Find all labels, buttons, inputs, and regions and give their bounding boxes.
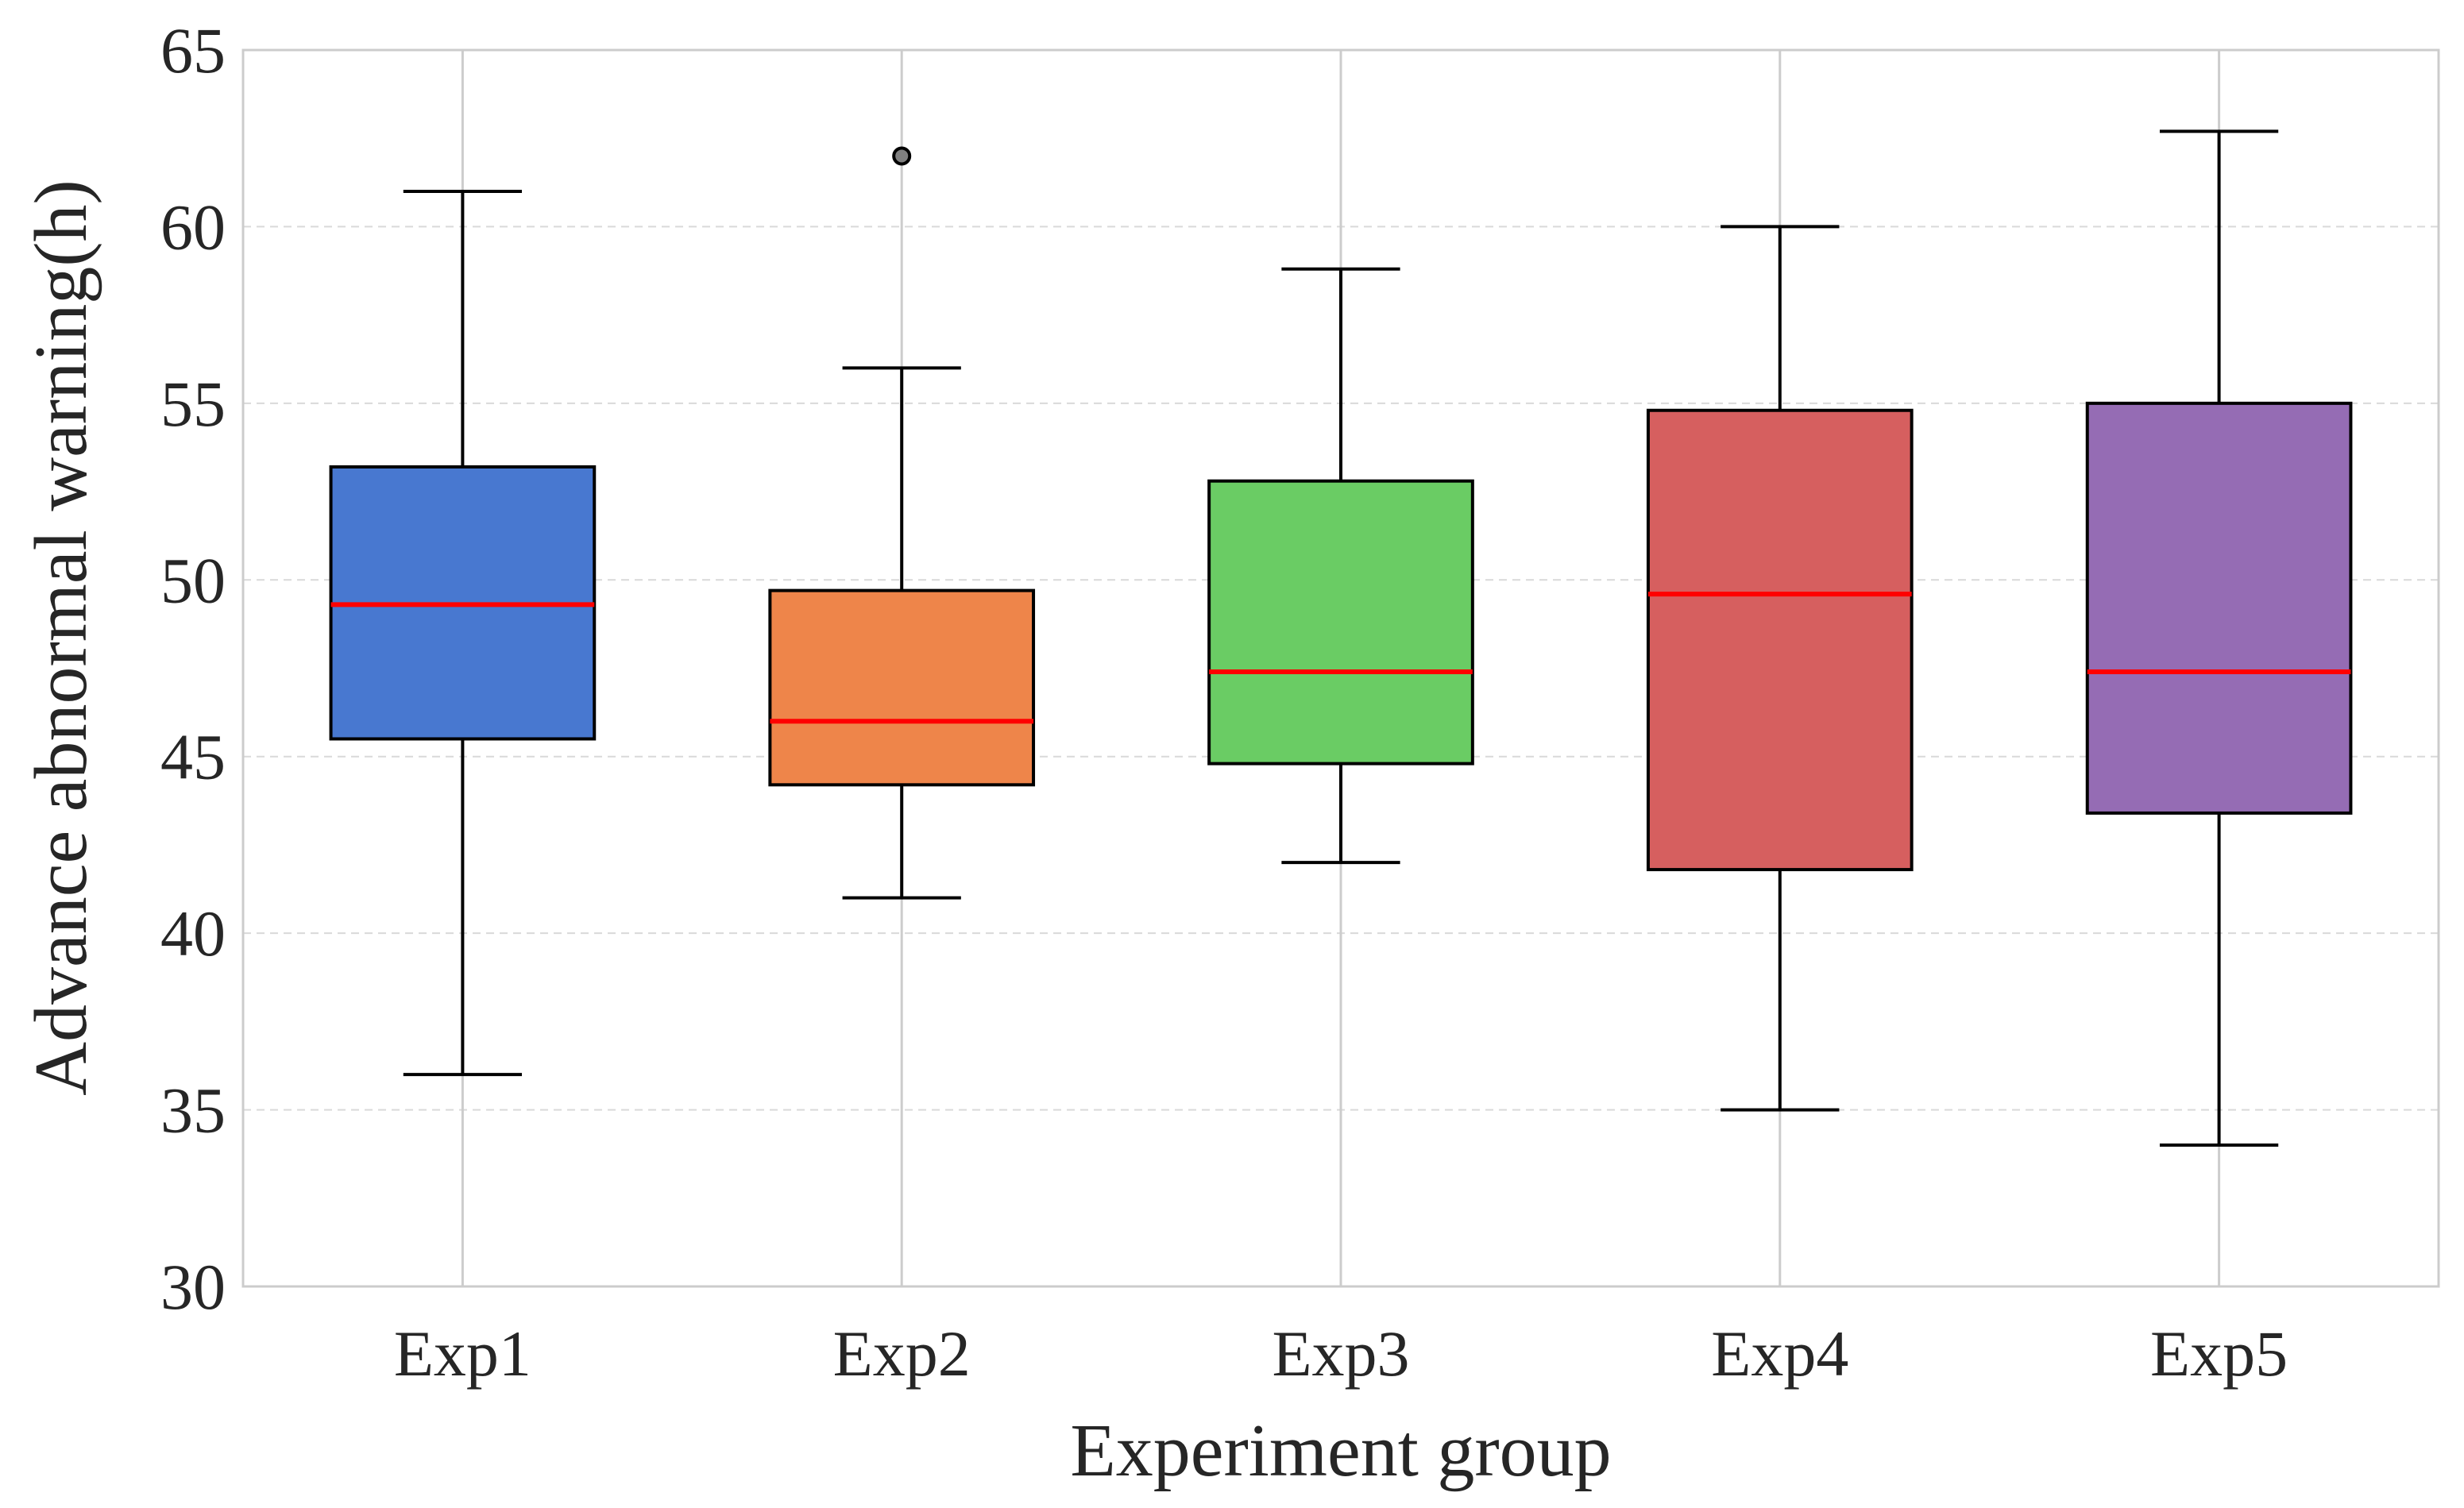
box-exp2 [768,146,1036,900]
iqr-box [2085,401,2353,815]
x-tick-label: Exp3 [1272,1317,1409,1390]
box-exp1 [329,189,597,1077]
iqr-box [768,588,1036,787]
x-tick-label: Exp2 [833,1317,971,1390]
y-tick-label: 50 [160,544,226,616]
box-exp5 [2085,129,2353,1147]
y-tick-label: 45 [160,721,226,793]
y-tick-label: 55 [160,368,226,440]
plot-frame [241,48,2440,1288]
x-axis-title: Experiment group [1070,1410,1611,1492]
x-tick-label: Exp4 [1711,1317,1848,1390]
y-tick-label: 30 [160,1251,226,1323]
frame-layer [241,48,2440,1288]
box-exp4 [1646,225,1914,1112]
box-exp3 [1207,267,1474,865]
y-tick-label: 60 [160,191,226,263]
box-layer [329,129,2353,1147]
x-tick-label: Exp5 [2150,1317,2288,1390]
label-layer: 30 35 40 45 50 55 60 65 Exp1 Exp2 Exp3 Exp4 Exp5 [160,14,2288,1390]
iqr-box [1646,408,1914,872]
y-tick-label: 40 [160,897,226,970]
y-tick-label: 65 [160,14,226,87]
x-tick-label: Exp1 [394,1317,531,1390]
y-axis-title: Advance abnormal warning(h) [20,179,102,1096]
iqr-box [1207,479,1474,766]
outlier-point [892,146,912,166]
y-tick-label: 35 [160,1074,226,1147]
